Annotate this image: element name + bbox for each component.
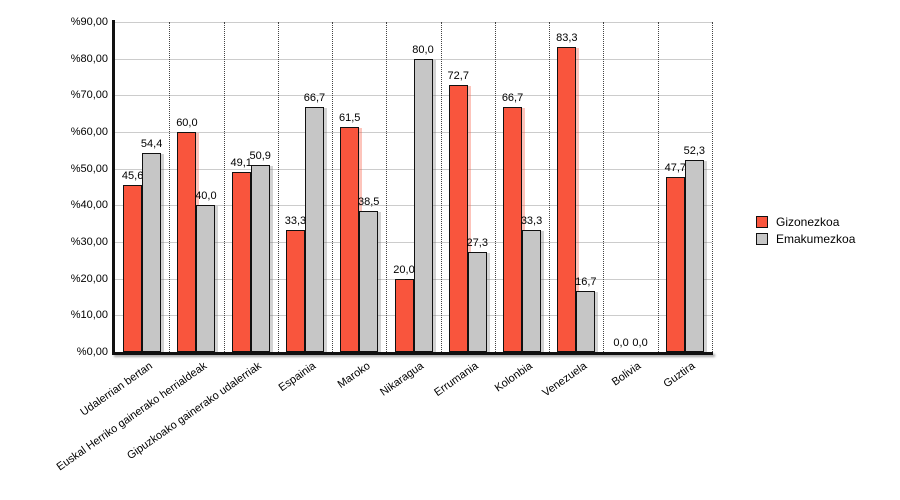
bar-value-label: 33,3 [520,214,543,227]
bar-gizonezkoa [340,126,360,352]
bar-value-label: 66,7 [501,92,524,105]
bar-value-label: 83,3 [556,31,578,44]
bar-value-label: 52,3 [683,145,706,158]
y-axis-tick-label: %20,00 [70,272,108,285]
legend-label-gizonezkoa: Gizonezkoa [776,215,840,229]
category-separator [657,22,659,352]
bar-gizonezkoa [231,171,251,352]
bar-value-label: 16,7 [575,275,597,288]
legend-label-emakumezkoa: Emakumezkoa [776,232,856,246]
legend-swatch-emakumezkoa [756,233,768,245]
y-axis-tick-label: %50,00 [70,162,108,175]
category-separator [494,22,496,352]
bar-emakumezkoa [196,205,216,352]
y-axis-tick-label: %90,00 [70,16,108,28]
bar-emakumezkoa [467,251,487,352]
y-axis-tick-label: %70,00 [70,89,108,102]
bar-emakumezkoa [522,229,542,352]
bar-value-label: 33,3 [284,214,307,227]
bar-gizonezkoa [177,132,197,352]
bar-emakumezkoa [250,165,270,352]
bar-value-label: 80,0 [412,43,434,56]
bar-gizonezkoa [394,278,414,352]
bar-gizonezkoa [448,85,468,352]
legend: Gizonezkoa Emakumezkoa [756,215,855,249]
x-axis-line [112,352,713,355]
bar-value-label: 49,1 [230,156,252,169]
y-axis-line [112,20,115,355]
bar-emakumezkoa [684,160,704,352]
bar-value-label: 54,4 [140,137,163,150]
category-separator [386,22,388,352]
bar-gizonezkoa [123,184,143,352]
bar-value-label: 40,0 [195,190,217,203]
category-separator [603,22,605,352]
category-label: Bolivia [610,360,644,389]
category-separator [169,22,171,352]
bar-value-label: 38,5 [358,195,380,208]
bar-gizonezkoa [665,177,685,352]
category-separator [223,22,225,352]
bar-emakumezkoa [576,290,596,352]
category-label: Espainia [276,360,318,395]
category-label: Kolonbia [492,360,535,395]
bar-value-label: 72,7 [447,70,469,83]
y-axis-tick-label: %60,00 [70,126,108,138]
bar-value-label: 0,0 [613,337,629,349]
y-axis-tick-label: %80,00 [70,52,108,65]
bar-gizonezkoa [285,229,305,352]
bar-value-label: 45,6 [121,169,144,182]
bar-value-label: 50,9 [249,150,271,163]
bar-emakumezkoa [359,210,379,352]
bar-gizonezkoa [557,46,577,352]
bar-value-label: 47,7 [664,162,687,175]
legend-item-emakumezkoa: Emakumezkoa [756,232,855,246]
bar-value-label: 0,0 [632,337,648,349]
category-label: Errumania [432,360,481,399]
category-label: Venezuela [540,360,590,400]
legend-swatch-gizonezkoa [756,216,768,228]
category-separator [440,22,442,352]
category-label: Nikaragua [378,360,427,399]
y-axis-tick-label: %40,00 [70,199,108,212]
category-separator [332,22,334,352]
bar-value-label: 20,0 [393,263,415,276]
gridline [115,22,712,23]
category-separator [277,22,279,352]
bar-value-label: 60,0 [176,117,198,129]
category-label: Guztira [661,360,698,391]
y-axis-tick-label: %0,00 [76,346,108,358]
bar-gizonezkoa [503,107,523,352]
y-axis-tick-label: %30,00 [70,236,108,248]
category-separator [712,22,713,352]
category-label: Maroko [335,360,373,391]
legend-item-gizonezkoa: Gizonezkoa [756,215,855,229]
bar-value-label: 27,3 [466,236,488,249]
bar-emakumezkoa [413,58,433,352]
category-separator [549,22,551,352]
bar-value-label: 61,5 [339,111,361,124]
bar-value-label: 66,7 [303,92,326,105]
y-axis-tick-label: %10,00 [70,309,108,322]
bar-emakumezkoa [304,107,324,352]
bar-emakumezkoa [142,152,162,352]
